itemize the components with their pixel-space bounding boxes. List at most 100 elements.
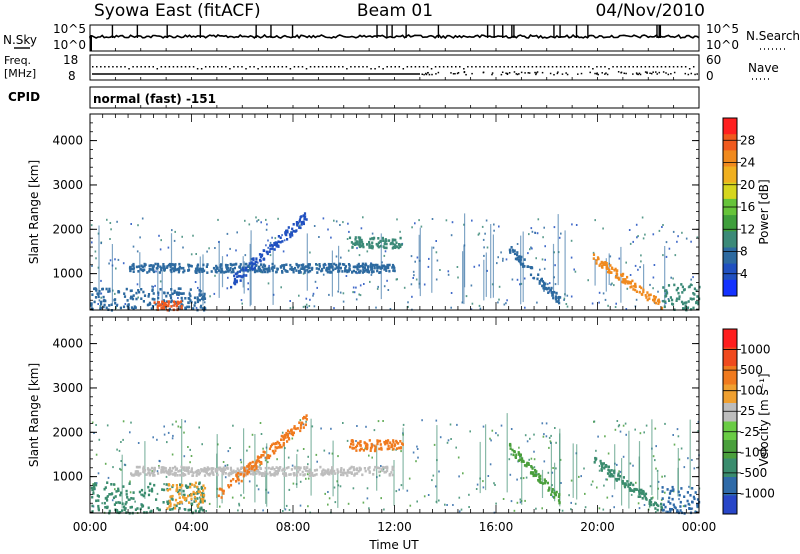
echo-feature-cell xyxy=(169,466,172,470)
echo-cell xyxy=(629,462,632,465)
time-tick-label: 16:00 xyxy=(479,520,514,534)
echo-cell xyxy=(530,457,533,460)
echo-feature-cell xyxy=(688,285,691,289)
nsky-tick-bottom: 10^0 xyxy=(53,38,86,52)
echo-feature-cell xyxy=(249,268,252,272)
echo-feature-cell xyxy=(676,509,679,512)
echo-feature-cell xyxy=(634,288,637,292)
echo-feature-cell xyxy=(352,269,356,273)
echo-feature-cell xyxy=(359,243,362,246)
echo-cell xyxy=(548,282,551,285)
echo-feature-cell xyxy=(666,510,669,514)
freq-point xyxy=(386,66,388,68)
echo-cell xyxy=(316,286,318,289)
echo-cell xyxy=(201,443,203,446)
echo-cell xyxy=(614,428,617,431)
echo-feature-cell xyxy=(513,252,517,256)
echo-cell xyxy=(607,452,610,455)
echo-feature-cell xyxy=(649,293,652,297)
echo-feature-cell xyxy=(236,477,239,480)
echo-cell xyxy=(563,299,565,301)
echo-feature-cell xyxy=(642,288,645,292)
echo-cell xyxy=(112,466,114,469)
echo-cell xyxy=(152,285,154,288)
echo-cell xyxy=(450,234,453,237)
echo-cell xyxy=(159,460,161,463)
echo-feature-cell xyxy=(243,473,246,476)
echo-feature-cell xyxy=(689,283,692,287)
nave-point xyxy=(617,71,620,73)
echo-feature-cell xyxy=(350,439,353,443)
echo-feature-cell xyxy=(367,467,370,470)
echo-feature-cell xyxy=(205,265,208,268)
echo-cell xyxy=(224,476,227,479)
echo-feature-cell xyxy=(555,296,558,299)
freq-point xyxy=(188,66,191,68)
freq-point xyxy=(229,68,231,70)
echo-feature-cell xyxy=(224,472,227,475)
echo-feature-cell xyxy=(200,469,203,473)
echo-feature-cell xyxy=(648,293,651,297)
echo-feature-cell xyxy=(650,500,653,504)
echo-feature-cell xyxy=(189,485,192,489)
echo-cell xyxy=(545,435,548,438)
echo-cell xyxy=(578,475,580,478)
echo-cell xyxy=(616,463,618,466)
colorbar-segment xyxy=(723,384,737,404)
echo-cell xyxy=(536,232,539,235)
echo-feature-cell xyxy=(270,467,273,471)
echo-cell xyxy=(470,284,473,287)
echo-cell xyxy=(98,292,101,295)
freq-point xyxy=(281,66,284,68)
echo-feature-cell xyxy=(299,226,302,230)
echo-feature-cell xyxy=(212,467,215,470)
echo-feature-cell xyxy=(162,501,165,504)
echo-feature-cell xyxy=(164,469,167,473)
echo-cell xyxy=(100,292,103,295)
echo-feature-cell xyxy=(146,271,149,274)
echo-feature-cell xyxy=(189,288,192,291)
echo-feature-cell xyxy=(260,455,263,459)
echo-feature-cell xyxy=(530,465,533,468)
echo-feature-cell xyxy=(272,442,275,445)
echo-feature-cell xyxy=(667,284,671,287)
echo-feature-cell xyxy=(521,457,524,460)
nave-point xyxy=(667,73,670,76)
echo-streak xyxy=(242,256,244,288)
echo-feature-cell xyxy=(296,224,299,227)
echo-feature-cell xyxy=(622,281,625,284)
echo-cell xyxy=(120,441,122,443)
velocity-x-ticks xyxy=(89,317,700,513)
echo-feature-cell xyxy=(227,472,230,476)
echo-cell xyxy=(473,265,476,268)
echo-cell xyxy=(649,283,651,286)
freq-point xyxy=(588,66,590,68)
echo-feature-cell xyxy=(376,439,379,442)
echo-feature-cell xyxy=(358,449,361,452)
echo-feature-cell xyxy=(632,288,635,291)
echo-feature-cell xyxy=(288,473,291,476)
echo-cell xyxy=(232,424,234,427)
echo-feature-cell xyxy=(287,466,290,469)
echo-feature-cell xyxy=(239,467,243,470)
echo-cell xyxy=(639,432,642,435)
echo-feature-cell xyxy=(393,269,396,273)
echo-cell xyxy=(156,470,159,473)
echo-cell xyxy=(611,282,613,285)
echo-feature-cell xyxy=(234,272,237,276)
freq-point xyxy=(225,66,227,68)
echo-feature-cell xyxy=(326,469,329,473)
echo-cell xyxy=(163,433,166,436)
echo-feature-cell xyxy=(162,303,166,307)
echo-feature-cell xyxy=(679,500,682,504)
echo-cell xyxy=(355,298,358,301)
echo-feature-cell xyxy=(273,472,276,476)
velocity-ylabel: Slant Range [km] xyxy=(27,363,41,467)
echo-cell xyxy=(438,470,440,473)
time-tick-label: 00:00 xyxy=(73,520,108,534)
echo-cell xyxy=(260,271,262,274)
echo-feature-cell xyxy=(148,264,151,268)
echo-cell xyxy=(680,447,683,450)
echo-feature-cell xyxy=(132,491,135,494)
